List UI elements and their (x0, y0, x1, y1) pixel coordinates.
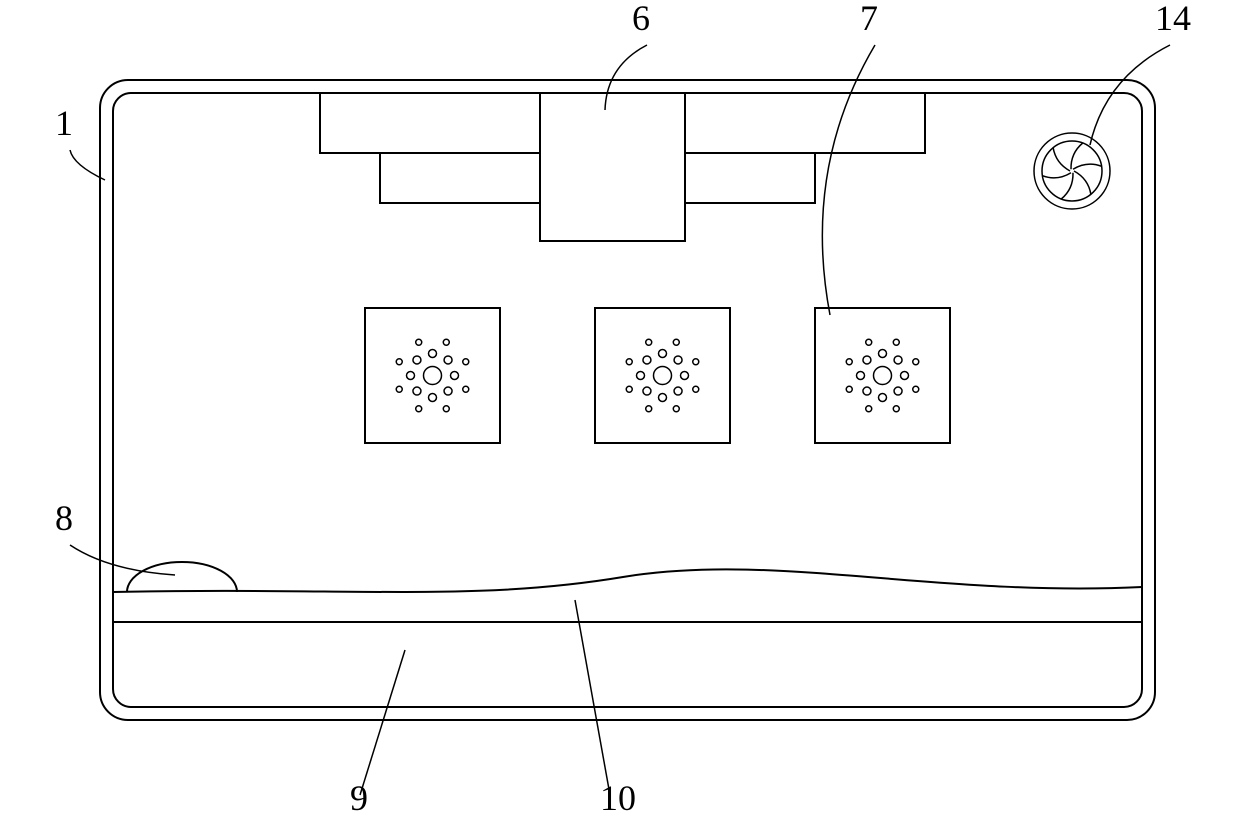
label-7: 7 (860, 0, 878, 38)
label-6: 6 (632, 0, 650, 38)
label-8: 8 (55, 498, 73, 538)
label-14: 14 (1155, 0, 1191, 38)
label-1: 1 (55, 103, 73, 143)
technical-diagram: 1 6 7 14 8 9 10 (0, 0, 1240, 834)
label-9: 9 (350, 778, 368, 818)
label-10: 10 (600, 778, 636, 818)
